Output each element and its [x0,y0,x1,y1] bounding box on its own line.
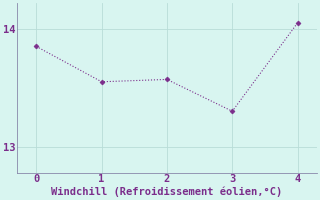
X-axis label: Windchill (Refroidissement éolien,°C): Windchill (Refroidissement éolien,°C) [51,187,283,197]
